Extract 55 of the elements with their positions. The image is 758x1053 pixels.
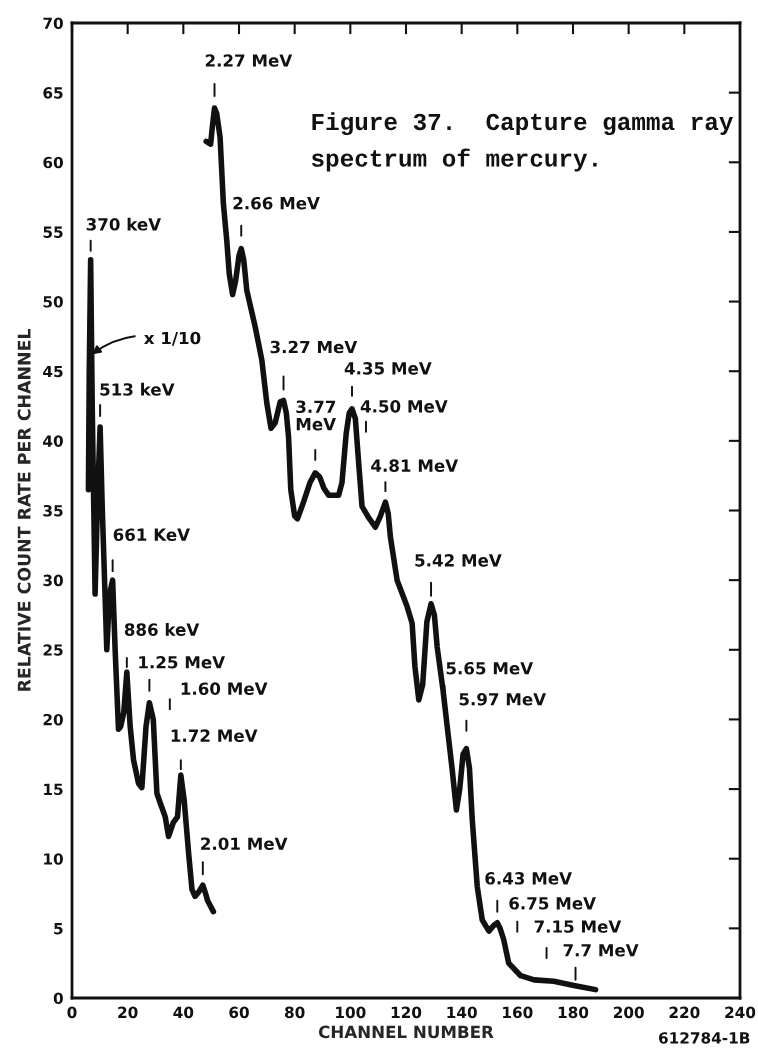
annotation: 7.15 MeV bbox=[534, 920, 622, 933]
annotation: 4.50 MeV bbox=[360, 400, 448, 413]
y-tick-label: 25 bbox=[43, 644, 63, 656]
text: Figure 37. Capture gamma ray spectrum of mercury. bbox=[311, 112, 733, 172]
x-tick-label: 200 bbox=[613, 1006, 644, 1019]
x-tick-label: 40 bbox=[173, 1006, 194, 1019]
x-tick-label: 0 bbox=[67, 1006, 77, 1019]
y-tick-label: 50 bbox=[43, 296, 63, 308]
y-tick-label: 0 bbox=[53, 992, 63, 1005]
x-tick-label: 140 bbox=[447, 1006, 477, 1019]
x-tick-label: 60 bbox=[229, 1006, 249, 1019]
x-tick-label: 240 bbox=[725, 1006, 756, 1019]
x-tick-label: 180 bbox=[558, 1006, 589, 1019]
annotation: 661 KeV bbox=[113, 528, 190, 541]
annotation: 1.72 MeV bbox=[171, 729, 258, 742]
x-tick-label: 80 bbox=[284, 1006, 305, 1019]
x-tick-label: 160 bbox=[503, 1006, 533, 1019]
annotation: 370 keV bbox=[86, 217, 162, 231]
y-tick-label: 20 bbox=[43, 713, 63, 726]
y-tick-label: 35 bbox=[43, 504, 63, 517]
annotation: 5.65 MeV bbox=[446, 661, 534, 675]
annotation: 1.25 MeV bbox=[139, 655, 226, 669]
x-tick-label: 100 bbox=[336, 1006, 366, 1019]
annotation: 6.75 MeV bbox=[509, 897, 596, 910]
annotation: 2.01 MeV bbox=[201, 837, 288, 851]
annotation: 4.35 MeV bbox=[344, 362, 432, 375]
y-tick-label: 10 bbox=[44, 853, 63, 865]
y-tick-label: 60 bbox=[43, 156, 63, 169]
annotation: 3.77 MeV bbox=[296, 400, 336, 431]
x-tick-label: 220 bbox=[669, 1006, 700, 1019]
annotation: 2.27 MeV bbox=[205, 54, 293, 67]
annotation: 5.42 MeV bbox=[415, 554, 502, 567]
y-tick-label: 5 bbox=[54, 923, 63, 935]
annotation: 6.43 MeV bbox=[485, 872, 572, 885]
x-axis-title: CHANNEL NUMBER bbox=[318, 1025, 494, 1039]
annotation: 2.66 MeV bbox=[233, 196, 320, 210]
annotation: 1.60 MeV bbox=[181, 682, 268, 695]
y-tick-label: 40 bbox=[43, 435, 63, 447]
y-tick-label: 55 bbox=[43, 226, 63, 238]
text: 612784-1B bbox=[658, 1032, 750, 1044]
y-tick-label: 45 bbox=[43, 365, 63, 378]
y-tick-label: 30 bbox=[43, 574, 63, 587]
annotation: 7.7 MeV bbox=[563, 944, 639, 957]
annotation: 886 keV bbox=[124, 623, 200, 636]
y-tick-label: 65 bbox=[43, 87, 63, 99]
x-tick-label: 20 bbox=[118, 1006, 138, 1019]
annotation: 5.97 MeV bbox=[459, 692, 547, 706]
annotation: 4.81 MeV bbox=[371, 459, 459, 472]
y-axis-title: RELATIVE COUNT RATE PER CHANNEL bbox=[17, 329, 31, 691]
annotation: x 1/10 bbox=[144, 331, 201, 346]
y-tick-label: 70 bbox=[43, 17, 63, 30]
annotation: 513 keV bbox=[100, 382, 175, 396]
annotation: 3.27 MeV bbox=[270, 340, 358, 354]
y-tick-label: 15 bbox=[44, 783, 63, 796]
x-tick-label: 120 bbox=[391, 1006, 422, 1019]
